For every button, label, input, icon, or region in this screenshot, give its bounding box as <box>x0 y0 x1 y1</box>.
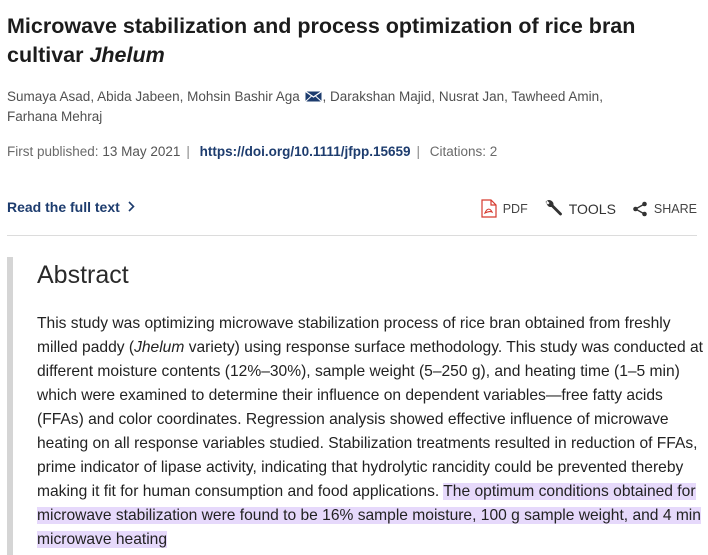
abstract-section: Abstract This study was optimizing micro… <box>7 257 708 555</box>
author-list: Sumaya Asad, Abida Jabeen, Mohsin Bashir… <box>7 88 603 124</box>
read-full-text-link[interactable]: Read the full text <box>7 199 135 215</box>
share-button[interactable]: SHARE <box>632 201 697 217</box>
wrench-icon <box>545 200 562 216</box>
author-link[interactable]: Farhana Mehraj <box>7 109 103 124</box>
author-link[interactable]: Abida Jabeen <box>97 89 180 104</box>
article-title-italic: Jhelum <box>89 43 165 67</box>
author-link[interactable]: Mohsin Bashir Aga <box>187 89 300 104</box>
abstract-italic-term: Jhelum <box>134 339 185 356</box>
article-title-text: Microwave stabilization and process opti… <box>7 14 636 67</box>
citations-count[interactable]: Citations: 2 <box>429 144 498 159</box>
first-published-label: First published: <box>7 144 99 159</box>
author-link[interactable]: Nusrat Jan <box>438 89 505 104</box>
pdf-label: PDF <box>502 201 528 216</box>
chevron-right-icon <box>128 199 135 215</box>
tools-button[interactable]: TOOLS <box>544 199 616 218</box>
abstract-text-part: variety) using response surface methodol… <box>37 339 703 500</box>
abstract-body: This study was optimizing microwave stab… <box>37 312 707 552</box>
abstract-text-part: This study was optimizing microwave stab… <box>37 315 671 356</box>
section-divider <box>7 235 697 236</box>
publication-info: First published: 13 May 2021 | https://do… <box>7 144 498 159</box>
abstract-heading: Abstract <box>37 261 129 289</box>
doi-link[interactable]: https://doi.org/10.1111/jfpp.15659 <box>199 144 411 159</box>
article-tools: PDF TOOLS SHARE <box>465 199 697 218</box>
email-icon[interactable] <box>304 88 322 102</box>
author-link[interactable]: Sumaya Asad <box>7 89 91 104</box>
author-link[interactable]: Darakshan Majid <box>330 89 432 104</box>
share-icon <box>633 201 647 216</box>
publication-date: 13 May 2021 <box>102 144 181 159</box>
pdf-icon <box>481 199 497 218</box>
author-link[interactable]: Tawheed Amin <box>511 89 600 104</box>
read-full-text-label: Read the full text <box>7 199 120 215</box>
tools-label: TOOLS <box>568 200 616 217</box>
article-title: Microwave stabilization and process opti… <box>7 12 702 70</box>
pdf-button[interactable]: PDF <box>481 199 528 218</box>
share-label: SHARE <box>653 201 697 216</box>
